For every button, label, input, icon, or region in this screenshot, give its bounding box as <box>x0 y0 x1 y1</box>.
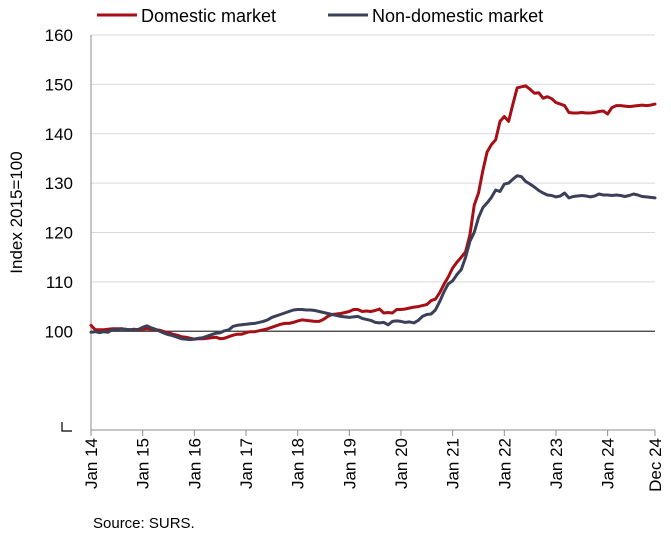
legend-label: Non-domestic market <box>372 6 543 26</box>
legend-label: Domestic market <box>141 6 276 26</box>
y-tick-label: 140 <box>45 125 73 144</box>
x-tick-label: Jan 19 <box>340 438 359 489</box>
x-tick-label: Jan 14 <box>82 438 101 489</box>
y-tick-label: 160 <box>45 26 73 45</box>
x-tick-label: Jan 22 <box>495 438 514 489</box>
x-tick-label: Jan 15 <box>134 438 153 489</box>
x-tick-label: Jan 17 <box>237 438 256 489</box>
series-lines <box>89 84 657 342</box>
source-note: Source: SURS. <box>93 515 195 532</box>
y-axis-title: Index 2015=100 <box>7 151 26 273</box>
x-tick-label: Jan 16 <box>185 438 204 489</box>
y-tick-label: 120 <box>45 224 73 243</box>
legend: Domestic market Non-domestic market <box>97 6 543 26</box>
y-tick-label: 130 <box>45 174 73 193</box>
x-tick-label: Jan 18 <box>289 438 308 489</box>
x-tick-label: Jan 23 <box>547 438 566 489</box>
gridlines <box>91 34 655 332</box>
x-axis-ticks: Jan 14 Jan 15 Jan 16 Jan 17 Jan 18 Jan 19 Jan … <box>82 430 665 492</box>
x-tick-label: Dec 24 <box>646 438 665 492</box>
x-tick-label: Jan 21 <box>444 438 463 489</box>
y-tick-label: 150 <box>45 75 73 94</box>
y-axis-ticks: 160 150 140 130 120 110 100 <box>45 26 73 341</box>
y-tick-label: 110 <box>46 273 73 292</box>
axis-break-icon <box>61 422 72 432</box>
y-tick-label: 100 <box>45 322 73 341</box>
axes <box>61 35 655 432</box>
x-tick-label: Jan 20 <box>392 438 411 489</box>
series-line-non-domestic <box>89 174 657 342</box>
series-line-domestic <box>89 84 657 341</box>
x-tick-label: Jan 24 <box>599 438 618 489</box>
